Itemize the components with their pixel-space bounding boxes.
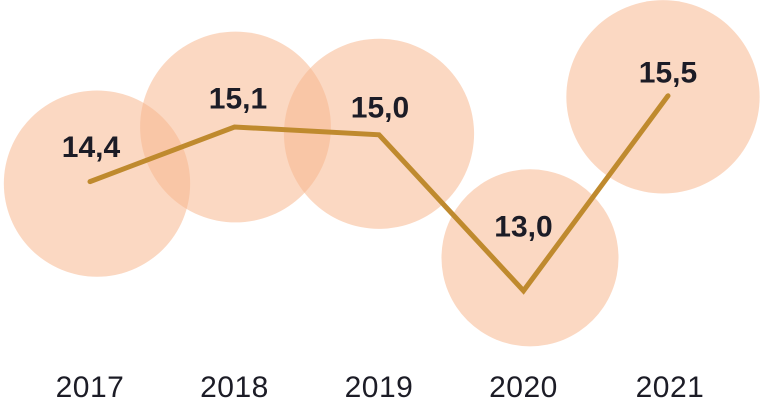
value-label-2021: 15,5 <box>639 56 697 89</box>
x-axis-label-2019: 2019 <box>345 371 414 404</box>
value-label-2018: 15,1 <box>209 83 267 116</box>
bubble-2021 <box>566 0 760 194</box>
x-axis-label-2017: 2017 <box>56 371 125 404</box>
x-axis-label-2018: 2018 <box>200 371 269 404</box>
value-label-2019: 15,0 <box>351 91 409 124</box>
x-axis-label-2020: 2020 <box>489 371 558 404</box>
value-label-2020: 13,0 <box>494 210 552 243</box>
trend-line <box>87 93 671 295</box>
x-axis-label-2021: 2021 <box>636 371 705 404</box>
bubble-2020 <box>441 169 619 347</box>
value-label-2017: 14,4 <box>62 131 121 164</box>
